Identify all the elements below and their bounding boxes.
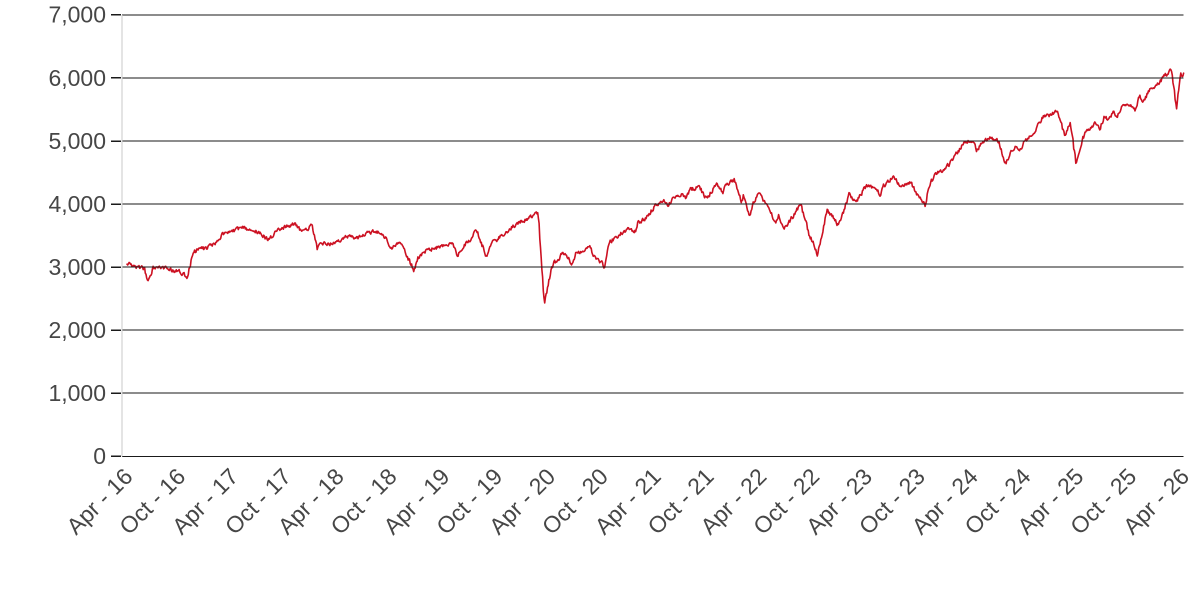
y-axis-label: 4,000 <box>48 191 106 217</box>
y-axis-label: 5,000 <box>48 128 106 154</box>
y-axis-label: 3,000 <box>48 254 106 280</box>
y-axis-label: 6,000 <box>48 65 106 91</box>
series-line-group <box>126 68 1185 304</box>
gridlines-group <box>121 14 1184 457</box>
y-axis-label: 2,000 <box>48 317 106 343</box>
price-line <box>126 68 1185 304</box>
y-axis-label: 0 <box>93 443 106 469</box>
y-axis-labels-group: 0 1,000 2,000 3,000 4,000 5,000 6,000 7,000 <box>48 2 106 469</box>
y-axis-label: 1,000 <box>48 380 106 406</box>
y-axis-label: 7,000 <box>48 2 106 28</box>
y-tick-marks-group <box>111 14 121 458</box>
